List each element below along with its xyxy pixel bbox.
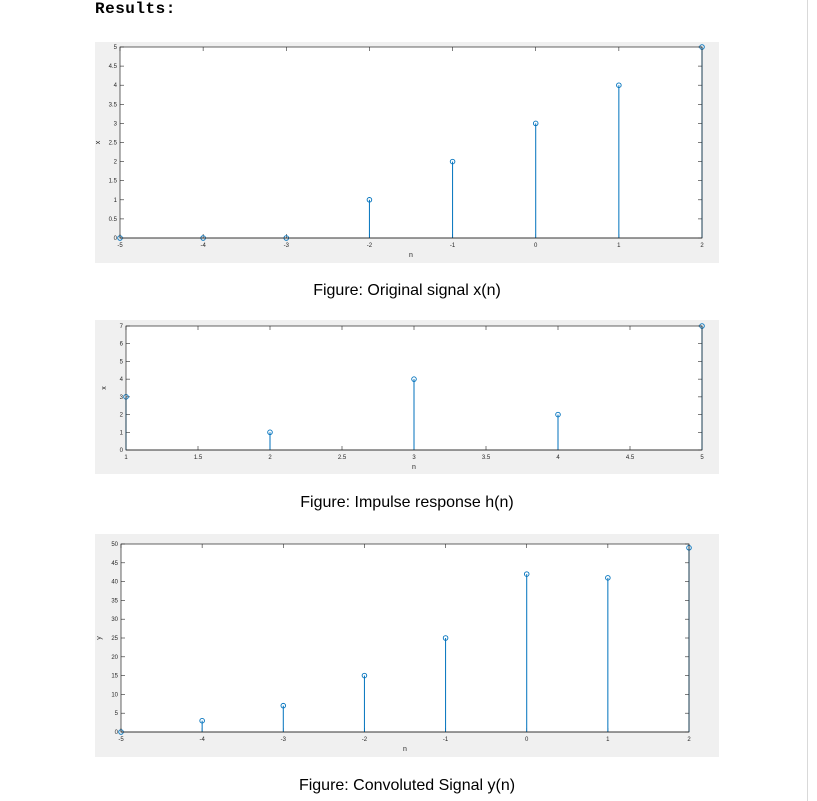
y-axis-label: x	[101, 386, 108, 390]
caption-impulse-response: Figure: Impulse response h(n)	[300, 494, 514, 511]
y-tick-label: 4.5	[109, 64, 118, 70]
x-tick-label: 1.5	[194, 455, 203, 461]
x-tick-label: 0	[525, 737, 529, 743]
x-axis-label: n	[403, 746, 407, 753]
x-tick-label: -2	[367, 243, 373, 249]
figure-original-signal: -5 -4 -3 -2 -1 0 1 2 0 0.5 1 1.5 2 2.5 3 3.5 4 4.5 5 n x	[95, 42, 719, 263]
x-tick-label: 2	[268, 455, 272, 461]
y-tick-label: 4	[114, 83, 118, 89]
results-heading: Results:	[95, 0, 176, 18]
y-tick-label: 5	[114, 45, 118, 51]
y-tick-label: 10	[111, 692, 118, 698]
y-tick-label: 7	[120, 324, 124, 330]
y-tick-label: 0	[115, 730, 119, 736]
x-tick-label: 2	[700, 243, 704, 249]
stem-marker	[532, 120, 539, 127]
x-axis-label: n	[412, 464, 416, 471]
x-tick-label: 1	[124, 455, 128, 461]
y-tick-label: 2	[114, 160, 118, 166]
stem-marker	[449, 158, 456, 165]
stem-marker	[280, 702, 287, 709]
x-tick-label: -2	[362, 737, 368, 743]
figure-convoluted-signal: -5 -4 -3 -2 -1 0 1 2 0 5 10 15 20 25 30 35 40 45 50 n y	[95, 534, 719, 757]
y-tick-label: 35	[111, 598, 118, 604]
y-tick-label: 40	[111, 580, 118, 586]
x-tick-label: -4	[199, 737, 205, 743]
stem-marker	[442, 635, 449, 641]
axes-box	[119, 46, 703, 239]
y-axis-label: y	[96, 636, 103, 640]
plot-area	[121, 544, 689, 732]
y-tick-label: 0.5	[109, 217, 118, 223]
y-tick-label: 3	[120, 395, 124, 401]
y-tick-label: 4	[120, 377, 124, 383]
stem-marker	[267, 429, 273, 436]
page-right-border	[807, 0, 808, 801]
stem-marker	[523, 571, 530, 577]
axes-box	[125, 325, 703, 451]
stem-marker	[616, 82, 622, 88]
stem-marker	[361, 672, 368, 679]
caption-original-signal: Figure: Original signal x(n)	[313, 282, 501, 299]
x-tick-label: 5	[700, 455, 704, 461]
stem-marker	[555, 411, 561, 418]
caption-convoluted-signal: Figure: Convoluted Signal y(n)	[298, 777, 516, 794]
y-tick-label: 1	[114, 198, 118, 204]
x-tick-label: 4.5	[626, 455, 635, 461]
y-tick-label: 3	[114, 121, 118, 127]
y-tick-label: 1.5	[109, 179, 118, 185]
stem-marker	[605, 575, 611, 581]
y-tick-label: 6	[120, 342, 124, 348]
y-tick-label: 20	[111, 655, 118, 661]
x-tick-label: -5	[117, 243, 123, 249]
x-tick-label: 0	[534, 243, 538, 249]
x-tick-label: 1	[606, 737, 610, 743]
y-axis-label: x	[95, 140, 102, 144]
x-tick-label: -4	[200, 243, 206, 249]
y-tick-label: 0	[114, 236, 118, 242]
stem-marker	[411, 376, 417, 382]
y-tick-label: 30	[111, 617, 118, 623]
stem-marker	[199, 717, 205, 724]
y-tick-label: 45	[111, 561, 118, 567]
x-tick-label: -5	[118, 737, 124, 743]
x-axis-label: n	[409, 252, 413, 259]
x-tick-label: -3	[284, 243, 290, 249]
y-tick-label: 2	[120, 413, 124, 419]
y-tick-label: 3.5	[109, 102, 118, 108]
chart-original-signal: -5 -4 -3 -2 -1 0 1 2 0 0.5 1 1.5 2 2.5 3 3.5 4 4.5 5 n x	[95, 44, 705, 259]
y-tick-label: 5	[120, 359, 124, 365]
y-tick-label: 25	[111, 636, 118, 642]
figure-impulse-response: 1 1.5 2 2.5 3 3.5 4 4.5 5 0 1 2 3 4 5 6 7 n x	[95, 320, 719, 474]
y-tick-label: 50	[111, 542, 118, 548]
x-tick-label: 2	[687, 737, 691, 743]
y-tick-label: 15	[111, 674, 118, 680]
y-tick-label: 0	[120, 448, 124, 454]
x-tick-label: 1	[617, 243, 621, 249]
y-tick-label: 5	[115, 711, 119, 717]
x-tick-label: 3	[412, 455, 416, 461]
x-tick-label: -1	[450, 243, 456, 249]
x-tick-label: -3	[281, 737, 287, 743]
x-tick-label: 3.5	[482, 455, 491, 461]
plot-area	[120, 47, 702, 238]
x-tick-label: 4	[556, 455, 560, 461]
x-tick-label: -1	[443, 737, 449, 743]
y-tick-label: 1	[120, 430, 124, 436]
stem-marker	[366, 197, 373, 203]
y-tick-label: 2.5	[109, 141, 118, 147]
x-tick-label: 2.5	[338, 455, 347, 461]
axes-box	[120, 543, 690, 733]
